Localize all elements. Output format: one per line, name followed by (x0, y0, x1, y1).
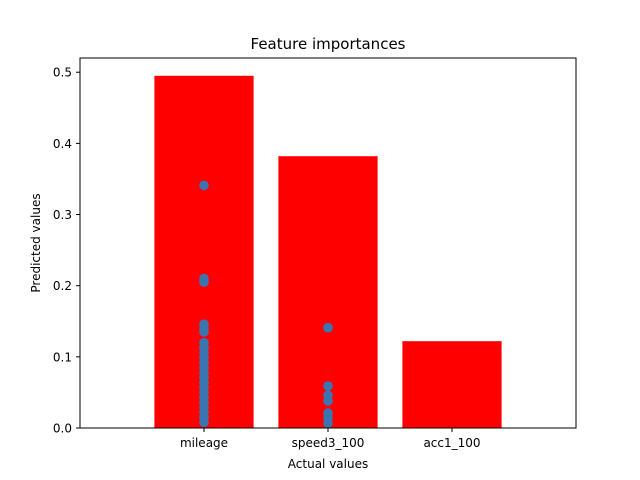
y-tick-label: 0.2 (53, 279, 72, 293)
scatter-point-mileage-0 (199, 180, 209, 191)
scatter-point-speed3_100-29 (323, 418, 333, 428)
scatter-layer (199, 180, 333, 428)
y-axis-label: Predicted values (29, 193, 43, 292)
bars-layer (154, 75, 502, 429)
scatter-point-speed3_100-24 (323, 381, 333, 391)
chart-title: Feature importances (251, 35, 406, 53)
scatter-point-speed3_100-26 (323, 396, 333, 406)
y-axis: 0.0 0.1 0.2 0.3 0.4 0.5 (53, 66, 80, 436)
x-tick-label: mileage (180, 436, 228, 450)
x-axis: mileage speed3_100 acc1_100 (180, 428, 481, 450)
x-tick-label: speed3_100 (292, 436, 365, 450)
y-tick-label: 0.3 (53, 208, 72, 222)
y-tick-label: 0.0 (53, 422, 72, 436)
bar-acc1_100 (402, 341, 502, 428)
x-tick-label: acc1_100 (423, 436, 480, 450)
x-axis-label: Actual values (288, 457, 368, 471)
scatter-point-mileage-5 (199, 327, 209, 337)
scatter-point-speed3_100-23 (323, 322, 333, 333)
y-tick-label: 0.5 (53, 66, 72, 80)
y-tick-label: 0.1 (53, 350, 72, 364)
scatter-point-mileage-22 (199, 417, 209, 428)
y-tick-label: 0.4 (53, 137, 72, 151)
scatter-point-mileage-2 (199, 277, 209, 287)
